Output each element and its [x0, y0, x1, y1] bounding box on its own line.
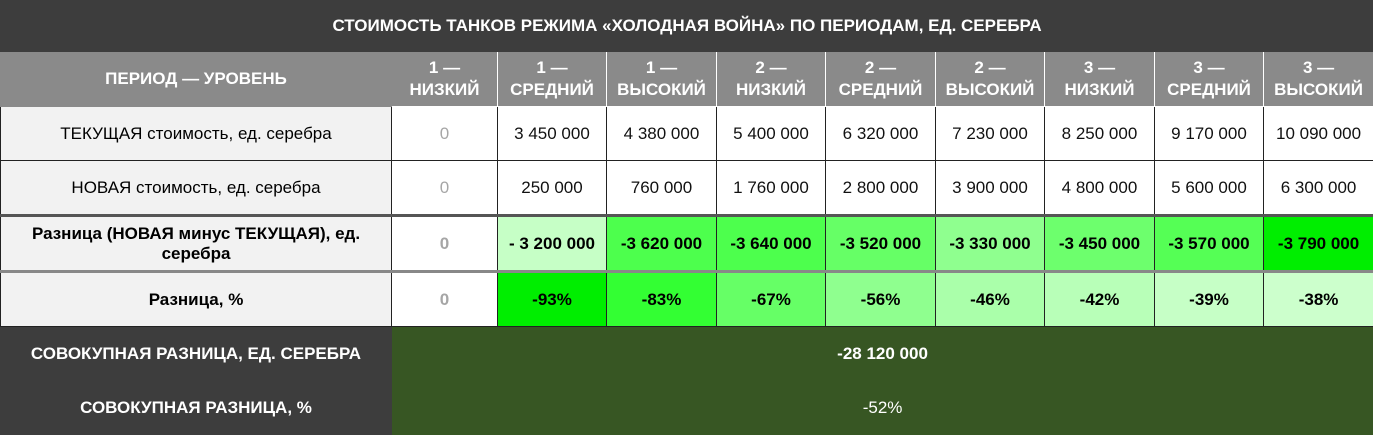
table-cell: 0 [392, 216, 498, 272]
total-silver-row: СОВОКУПНАЯ РАЗНИЦА, ЕД. СЕРЕБРА -28 120 … [1, 327, 1373, 381]
header-cell: 2 —НИЗКИЙ [717, 52, 826, 107]
table-cell: -3 450 000 [1045, 216, 1155, 272]
table-cell: -3 330 000 [936, 216, 1045, 272]
header-cell: 3 —ВЫСОКИЙ [1264, 52, 1373, 107]
table-cell: 0 [392, 161, 498, 216]
table-cell: 0 [392, 107, 498, 161]
current-cost-row: ТЕКУЩАЯ стоимость, ед. серебра 0 3 450 0… [1, 107, 1373, 161]
table-cell: -3 520 000 [826, 216, 936, 272]
header-cell: 1 —СРЕДНИЙ [498, 52, 607, 107]
table-cell: -46% [936, 272, 1045, 327]
table-cell: 760 000 [607, 161, 717, 216]
new-cost-row: НОВАЯ стоимость, ед. серебра 0 250 000 7… [1, 161, 1373, 216]
header-cell: 1 —НИЗКИЙ [392, 52, 498, 107]
row-label: ТЕКУЩАЯ стоимость, ед. серебра [1, 107, 392, 161]
title-row: СТОИМОСТЬ ТАНКОВ РЕЖИМА «ХОЛОДНАЯ ВОЙНА»… [1, 1, 1373, 52]
difference-percent-row: Разница, % 0 -93% -83% -67% -56% -46% -4… [1, 272, 1373, 327]
table-cell: 4 380 000 [607, 107, 717, 161]
table-cell: 250 000 [498, 161, 607, 216]
table-cell: 0 [392, 272, 498, 327]
table-cell: -67% [717, 272, 826, 327]
total-percent-label: СОВОКУПНАЯ РАЗНИЦА, % [1, 381, 392, 435]
table-cell: 5 600 000 [1155, 161, 1264, 216]
table-cell: -93% [498, 272, 607, 327]
table-cell: 6 320 000 [826, 107, 936, 161]
table-cell: 2 800 000 [826, 161, 936, 216]
table-cell: -3 640 000 [717, 216, 826, 272]
table-title: СТОИМОСТЬ ТАНКОВ РЕЖИМА «ХОЛОДНАЯ ВОЙНА»… [1, 1, 1373, 52]
table-cell: -39% [1155, 272, 1264, 327]
table-cell: -38% [1264, 272, 1373, 327]
row-label: Разница (НОВАЯ минус ТЕКУЩАЯ), ед. сереб… [1, 216, 392, 272]
table-cell: 7 230 000 [936, 107, 1045, 161]
table-cell: 8 250 000 [1045, 107, 1155, 161]
header-cell: 2 —СРЕДНИЙ [826, 52, 936, 107]
row-label: НОВАЯ стоимость, ед. серебра [1, 161, 392, 216]
table-cell: 1 760 000 [717, 161, 826, 216]
header-cell: 3 —НИЗКИЙ [1045, 52, 1155, 107]
table-cell: 5 400 000 [717, 107, 826, 161]
total-silver-label: СОВОКУПНАЯ РАЗНИЦА, ЕД. СЕРЕБРА [1, 327, 392, 381]
table-cell: -3 790 000 [1264, 216, 1373, 272]
table-cell: -83% [607, 272, 717, 327]
table-cell: -56% [826, 272, 936, 327]
table-cell: -42% [1045, 272, 1155, 327]
row-label: Разница, % [1, 272, 392, 327]
table-cell: 3 900 000 [936, 161, 1045, 216]
header-cell: 2 —ВЫСОКИЙ [936, 52, 1045, 107]
total-percent-value: -52% [392, 381, 1373, 435]
header-cell: 1 —ВЫСОКИЙ [607, 52, 717, 107]
table-cell: 10 090 000 [1264, 107, 1373, 161]
table-cell: 3 450 000 [498, 107, 607, 161]
total-silver-value: -28 120 000 [392, 327, 1373, 381]
table-cell: 6 300 000 [1264, 161, 1373, 216]
table-cell: -3 570 000 [1155, 216, 1264, 272]
difference-row: Разница (НОВАЯ минус ТЕКУЩАЯ), ед. сереб… [1, 216, 1373, 272]
header-label: ПЕРИОД — УРОВЕНЬ [1, 52, 392, 107]
table-cell: -3 620 000 [607, 216, 717, 272]
table-cell: 9 170 000 [1155, 107, 1264, 161]
total-percent-row: СОВОКУПНАЯ РАЗНИЦА, % -52% [1, 381, 1373, 435]
table-cell: - 3 200 000 [498, 216, 607, 272]
table-cell: 4 800 000 [1045, 161, 1155, 216]
header-row: ПЕРИОД — УРОВЕНЬ 1 —НИЗКИЙ 1 —СРЕДНИЙ 1 … [1, 52, 1373, 107]
header-cell: 3 —СРЕДНИЙ [1155, 52, 1264, 107]
